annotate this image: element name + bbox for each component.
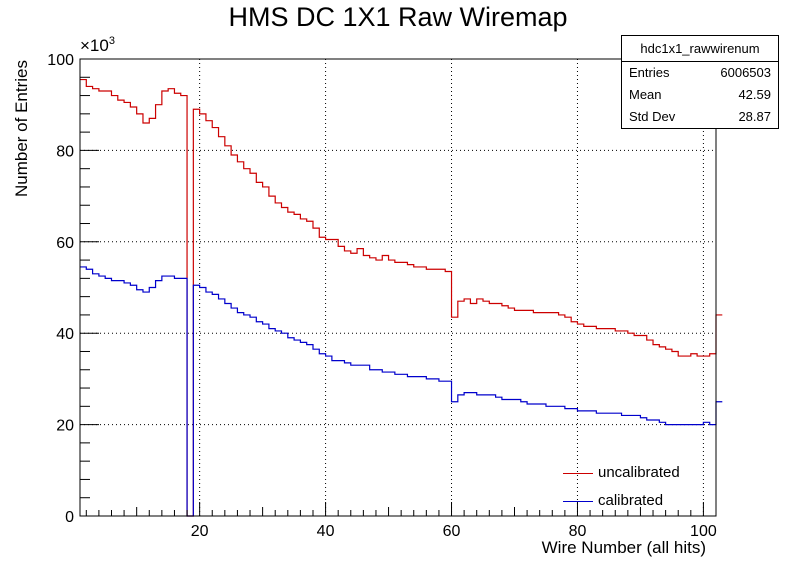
series-layer xyxy=(80,78,723,517)
y-axis-label: Number of Entries xyxy=(12,60,31,197)
stats-value: 6006503 xyxy=(720,65,771,80)
y-exponent-base: ×10 xyxy=(80,36,109,55)
chart-title: HMS DC 1X1 Raw Wiremap xyxy=(228,2,568,32)
y-tick-label: 20 xyxy=(56,418,74,435)
x-tick-label: 20 xyxy=(191,523,209,540)
legend-label: uncalibrated xyxy=(598,464,680,481)
stats-row-mean: Mean 42.59 xyxy=(629,84,771,106)
series-line-calibrated xyxy=(80,266,723,517)
y-axis-exponent: ×103 xyxy=(80,35,115,56)
x-tick-label: 60 xyxy=(443,523,461,540)
plot-frame xyxy=(79,58,717,517)
stats-key: Mean xyxy=(629,87,662,102)
x-tick-label: 100 xyxy=(690,523,717,540)
y-tick-label: 0 xyxy=(65,509,74,526)
y-tick-label: 80 xyxy=(56,143,74,160)
y-exponent-power: 3 xyxy=(108,35,115,47)
legend-swatch xyxy=(563,473,593,474)
x-tick-label: 40 xyxy=(317,523,335,540)
legend-swatch xyxy=(563,501,593,502)
stats-key: Entries xyxy=(629,65,670,80)
stats-row-stddev: Std Dev 28.87 xyxy=(629,106,771,128)
stats-histogram-name: hdc1x1_rawwirenum xyxy=(622,36,778,62)
stats-value: 42.59 xyxy=(738,87,771,102)
y-tick-label: 40 xyxy=(56,326,74,343)
x-tick-label: 80 xyxy=(569,523,587,540)
y-tick-label: 60 xyxy=(56,235,74,252)
axes: 20 40 60 80 100 0 20 40 60 80 100 xyxy=(47,52,717,540)
stats-value: 28.87 xyxy=(738,109,771,124)
stats-box: hdc1x1_rawwirenum Entries 6006503 Mean 4… xyxy=(621,35,779,129)
legend-label: calibrated xyxy=(598,492,664,509)
x-axis-label: Wire Number (all hits) xyxy=(542,538,706,557)
series-line-uncalibrated xyxy=(80,78,723,517)
stats-row-entries: Entries 6006503 xyxy=(629,62,771,84)
stats-key: Std Dev xyxy=(629,109,676,124)
y-tick-label: 100 xyxy=(47,52,74,69)
